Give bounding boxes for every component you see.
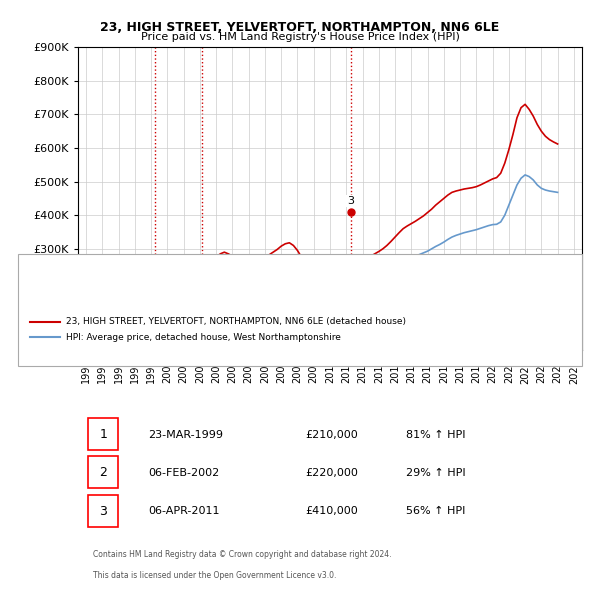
Text: 3: 3 — [99, 505, 107, 518]
Text: 2: 2 — [198, 260, 205, 270]
Text: Price paid vs. HM Land Registry's House Price Index (HPI): Price paid vs. HM Land Registry's House … — [140, 32, 460, 42]
Text: 23-MAR-1999: 23-MAR-1999 — [149, 430, 224, 440]
Text: Contains HM Land Registry data © Crown copyright and database right 2024.: Contains HM Land Registry data © Crown c… — [93, 550, 392, 559]
Text: £410,000: £410,000 — [305, 506, 358, 516]
Text: 06-FEB-2002: 06-FEB-2002 — [149, 468, 220, 478]
Text: 56% ↑ HPI: 56% ↑ HPI — [406, 506, 465, 516]
Text: 81% ↑ HPI: 81% ↑ HPI — [406, 430, 465, 440]
Text: £220,000: £220,000 — [305, 468, 358, 478]
Text: 23, HIGH STREET, YELVERTOFT, NORTHAMPTON, NN6 6LE (detached house): 23, HIGH STREET, YELVERTOFT, NORTHAMPTON… — [66, 317, 406, 326]
FancyBboxPatch shape — [88, 456, 118, 489]
Text: 23, HIGH STREET, YELVERTOFT, NORTHAMPTON, NN6 6LE: 23, HIGH STREET, YELVERTOFT, NORTHAMPTON… — [100, 21, 500, 34]
Text: 06-APR-2011: 06-APR-2011 — [149, 506, 220, 516]
Text: 3: 3 — [347, 196, 354, 206]
Text: £210,000: £210,000 — [305, 430, 358, 440]
Text: HPI: Average price, detached house, West Northamptonshire: HPI: Average price, detached house, West… — [66, 333, 341, 342]
Text: 29% ↑ HPI: 29% ↑ HPI — [406, 468, 465, 478]
Text: 1: 1 — [99, 428, 107, 441]
FancyBboxPatch shape — [88, 494, 118, 527]
Text: This data is licensed under the Open Government Licence v3.0.: This data is licensed under the Open Gov… — [93, 571, 337, 580]
FancyBboxPatch shape — [88, 418, 118, 450]
Text: 1: 1 — [151, 263, 158, 273]
Text: 2: 2 — [99, 467, 107, 480]
